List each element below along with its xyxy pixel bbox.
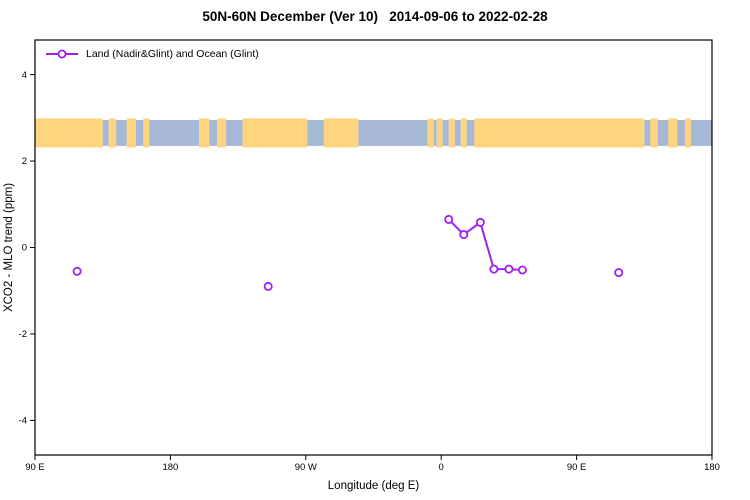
map-band-land-segment	[436, 118, 443, 148]
data-point-marker	[72, 266, 82, 276]
plot-frame	[34, 39, 713, 456]
y-tick-label: 2	[22, 156, 27, 167]
y-tick-label: -4	[19, 416, 27, 427]
legend-line-marker-icon	[46, 49, 78, 59]
map-band-ocean-segment	[454, 119, 461, 146]
map-band-land-segment	[474, 118, 645, 148]
map-band-land-segment	[198, 118, 210, 148]
map-band-ocean-segment	[307, 119, 324, 146]
map-band-ocean-segment	[116, 119, 127, 146]
legend-label: Land (Nadir&Glint) and Ocean (Glint)	[86, 48, 259, 60]
map-band-ocean-segment	[102, 119, 109, 146]
y-axis-label: XCO2 - MLO trend (ppm)	[3, 183, 15, 312]
y-tick-label: 4	[22, 70, 27, 81]
map-band-land-segment	[217, 118, 227, 148]
map-band-land-segment	[460, 118, 467, 148]
map-band-ocean-segment	[358, 119, 428, 146]
data-point-marker	[504, 264, 514, 274]
map-band-ocean-segment	[135, 119, 144, 146]
map-band-land-segment	[126, 118, 136, 148]
map-band-land-segment	[242, 118, 308, 148]
legend-circle-marker-icon	[57, 49, 67, 59]
map-band-land-segment	[427, 118, 434, 148]
map-band-land-segment	[108, 118, 117, 148]
data-point-marker	[614, 268, 624, 278]
map-band-land-segment	[35, 118, 103, 148]
data-point-marker	[444, 214, 454, 224]
map-band-ocean-segment	[466, 119, 475, 146]
data-point-marker	[459, 230, 469, 240]
map-band-land-segment	[323, 118, 359, 148]
data-point-marker	[263, 281, 273, 291]
data-point-marker	[475, 217, 485, 227]
legend: Land (Nadir&Glint) and Ocean (Glint)	[44, 47, 259, 61]
map-band	[35, 118, 712, 148]
map-band-land-segment	[143, 118, 150, 148]
x-tick-label: 90 E	[25, 462, 45, 473]
map-band-land-segment	[684, 118, 691, 148]
x-tick-label: 90 E	[567, 462, 587, 473]
map-band-ocean-segment	[677, 119, 685, 146]
map-band-ocean-segment	[433, 119, 437, 146]
x-tick-label: 90 W	[295, 462, 317, 473]
x-axis-label: Longitude (deg E)	[328, 480, 420, 492]
map-band-ocean-segment	[226, 119, 243, 146]
map-band-land-segment	[650, 118, 658, 148]
map-band-ocean-segment	[442, 119, 449, 146]
map-band-ocean-segment	[657, 119, 669, 146]
data-point-marker	[517, 265, 527, 275]
y-tick-label: -2	[19, 329, 27, 340]
chart-title: 50N-60N December (Ver 10) 2014-09-06 to …	[202, 9, 548, 24]
y-tick-label: 0	[22, 243, 27, 254]
map-band-ocean-segment	[209, 119, 218, 146]
map-band-ocean-segment	[149, 119, 199, 146]
map-band-land-segment	[448, 118, 455, 148]
x-tick-label: 180	[162, 462, 178, 473]
x-tick-label: 0	[439, 462, 444, 473]
x-tick-label: 180	[704, 462, 720, 473]
map-band-land-segment	[668, 118, 678, 148]
series-line	[447, 218, 524, 271]
data-point-marker	[489, 264, 499, 274]
map-band-ocean-segment	[644, 119, 651, 146]
map-band-ocean-segment	[690, 119, 712, 146]
